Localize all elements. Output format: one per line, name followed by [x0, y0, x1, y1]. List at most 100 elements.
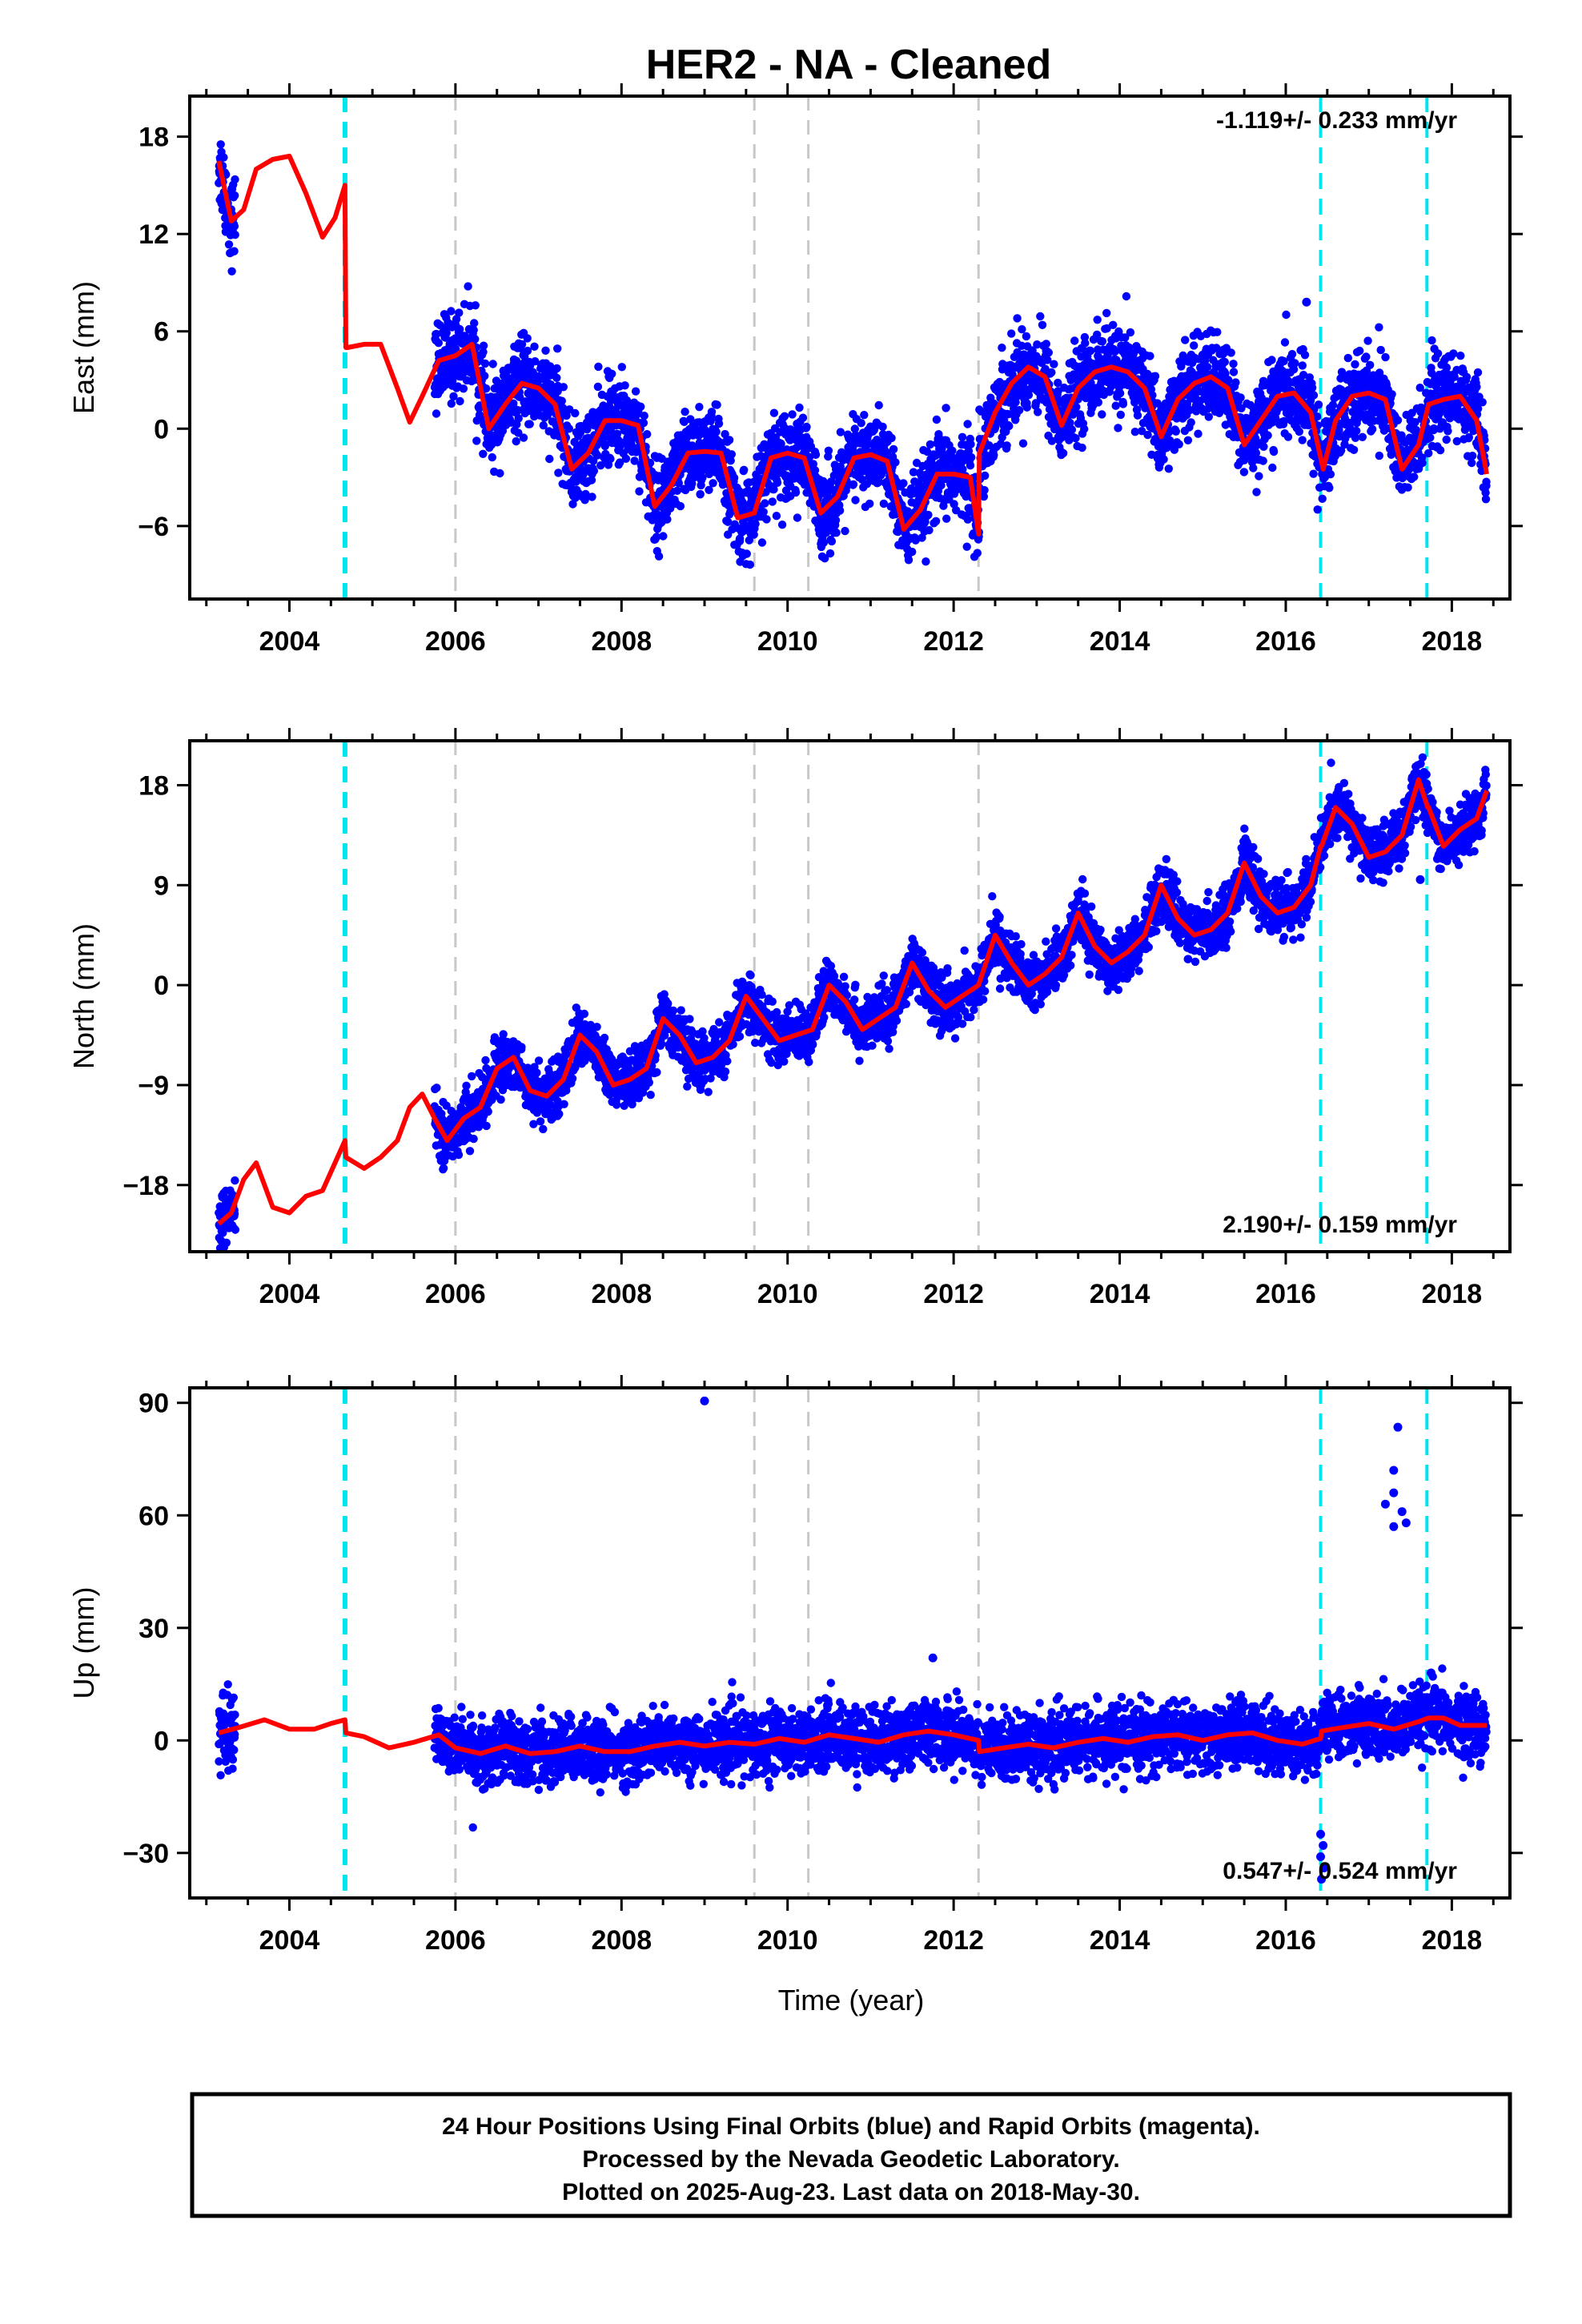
east-data-point	[1044, 348, 1054, 357]
east-data-point	[1118, 400, 1128, 408]
east-data-point	[640, 412, 648, 420]
east-data-point	[1267, 356, 1276, 364]
east-data-point	[963, 515, 973, 524]
east-data-point	[1349, 445, 1359, 454]
east-data-point	[631, 387, 640, 396]
east-data-point	[654, 552, 664, 561]
east-data-point	[1031, 399, 1041, 408]
east-data-point	[1280, 338, 1290, 347]
east-data-point	[1375, 368, 1384, 377]
east-data-point	[712, 428, 721, 436]
east-data-point	[659, 532, 668, 541]
east-data-point	[1366, 360, 1375, 369]
east-data-point	[1138, 427, 1146, 436]
east-data-point	[231, 191, 239, 200]
east-data-point	[581, 489, 590, 499]
east-data-point	[958, 432, 967, 441]
east-data-point	[470, 319, 479, 328]
east-data-point	[1153, 399, 1162, 408]
east-data-point	[698, 473, 707, 482]
east-data-point	[749, 530, 758, 539]
east-data-point	[713, 400, 721, 409]
east-data-point	[663, 515, 672, 524]
east-data-point	[840, 449, 849, 459]
east-data-point	[452, 315, 461, 324]
east-data-point	[230, 247, 239, 255]
east-data-point	[1110, 347, 1120, 356]
north-data-point	[529, 1120, 538, 1128]
east-data-point	[917, 533, 926, 542]
north-plot-area	[215, 741, 1491, 1252]
east-data-point	[1159, 455, 1168, 464]
east-data-point	[635, 487, 644, 496]
east-data-point	[1358, 432, 1367, 441]
east-data-point	[761, 499, 769, 508]
east-data-point	[1133, 411, 1142, 420]
east-x-tick-label: 2010	[757, 626, 818, 657]
north-data-point	[468, 1124, 477, 1133]
east-data-point	[921, 557, 930, 566]
east-data-point	[1295, 427, 1304, 436]
east-data-point	[809, 460, 817, 468]
east-data-point	[432, 409, 441, 418]
north-data-point	[536, 1117, 545, 1126]
east-data-point	[479, 449, 488, 458]
east-data-point	[1291, 359, 1299, 368]
east-data-point	[1251, 448, 1261, 457]
east-data-point	[479, 348, 488, 356]
east-data-point	[932, 415, 942, 424]
east-data-point	[1300, 351, 1310, 360]
east-data-point	[762, 515, 771, 524]
east-data-point	[879, 499, 889, 509]
east-data-point	[1183, 436, 1193, 444]
north-data-point	[561, 1048, 570, 1058]
north-data-point	[432, 1084, 441, 1092]
north-data-point	[539, 1124, 548, 1134]
east-data-point	[962, 542, 971, 551]
east-data-point	[676, 501, 685, 511]
east-data-point	[1309, 391, 1319, 400]
east-data-point	[471, 335, 480, 344]
east-data-point	[904, 556, 913, 565]
east-data-point	[980, 485, 989, 495]
east-data-point	[531, 357, 540, 366]
east-data-point	[802, 422, 811, 432]
east-data-point	[724, 517, 733, 526]
east-data-point	[788, 410, 797, 419]
east-data-point	[673, 486, 682, 495]
east-data-point	[948, 446, 957, 455]
east-data-point	[857, 419, 865, 428]
east-x-tick-label: 2012	[923, 626, 984, 657]
east-data-point	[1047, 436, 1057, 445]
east-data-point	[479, 341, 488, 350]
east-data-point	[1236, 393, 1245, 402]
east-data-point	[777, 439, 785, 448]
east-data-point	[1080, 424, 1089, 433]
east-data-point	[1190, 341, 1199, 350]
east-data-point	[705, 485, 713, 494]
east-data-point	[512, 436, 520, 446]
east-data-point	[436, 320, 444, 330]
east-data-point	[942, 404, 950, 412]
east-data-point	[1171, 427, 1181, 436]
east-data-point	[568, 500, 577, 509]
east-data-point	[1326, 470, 1335, 479]
east-data-point	[1170, 445, 1179, 454]
east-data-point	[1415, 384, 1424, 392]
east-data-point	[1478, 398, 1487, 407]
east-data-point	[942, 514, 951, 523]
east-data-point	[459, 384, 468, 393]
east-data-point	[1464, 432, 1474, 442]
east-data-point	[821, 554, 829, 563]
east-data-point	[1071, 434, 1080, 443]
east-data-point	[1482, 477, 1491, 486]
east-data-point	[611, 407, 620, 416]
east-data-point	[1405, 464, 1414, 473]
east-data-point	[464, 282, 472, 291]
east-data-point	[1355, 346, 1364, 356]
east-data-point	[1443, 427, 1452, 436]
east-data-point	[1418, 458, 1427, 468]
east-data-point	[553, 344, 562, 353]
east-data-point	[492, 376, 501, 385]
